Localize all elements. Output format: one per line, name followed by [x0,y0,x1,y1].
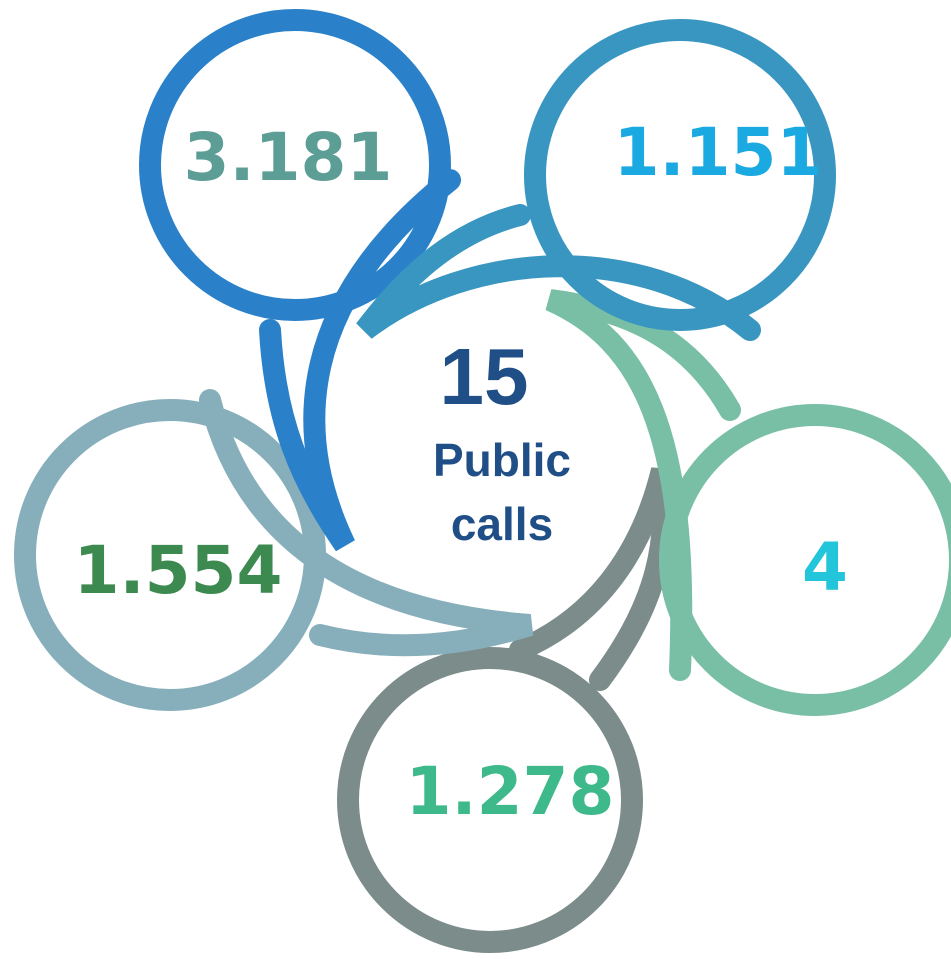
center-label: Public [433,434,571,486]
center-label: calls [451,498,553,550]
bubble-ring [524,19,836,331]
bubble-value: 3.181 [184,119,393,196]
bubble-value: 1.151 [614,114,823,191]
bubble-tail [545,289,741,681]
bubble-tail [356,204,761,341]
bubble-value: 4 [802,529,848,606]
bubble-tail [199,389,534,657]
bubble-ring [337,647,643,953]
bubble-value: 1.278 [406,753,615,830]
bubble-value: 1.554 [74,532,283,609]
center-number: 15 [440,332,529,421]
bubble-ring [139,9,451,321]
bubble-tail [259,169,461,552]
